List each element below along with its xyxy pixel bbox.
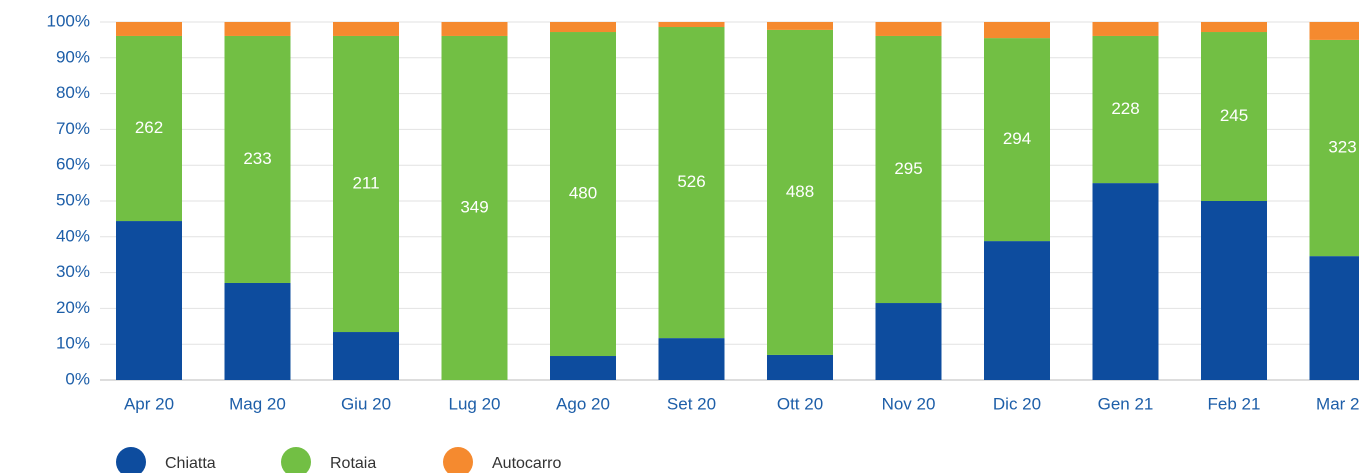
bar-label: 480	[569, 184, 597, 203]
bar-segment	[333, 332, 399, 380]
bar-segment	[116, 221, 182, 380]
bar-label: 233	[243, 149, 271, 168]
y-tick-label: 60%	[56, 155, 90, 174]
bar-segment	[1309, 22, 1359, 40]
y-tick-label: 70%	[56, 119, 90, 138]
bar-label: 488	[786, 182, 814, 201]
bar-label: 294	[1003, 129, 1031, 148]
bar-segment	[984, 241, 1050, 380]
bar-segment	[1201, 22, 1267, 33]
bar-segment	[441, 35, 508, 380]
bar-segment	[1092, 183, 1159, 380]
x-tick-label: Ott 20	[777, 394, 823, 413]
y-tick-label: 20%	[56, 298, 90, 317]
y-tick-label: 10%	[56, 334, 90, 353]
bar-segment	[550, 22, 616, 33]
legend-swatch	[443, 447, 473, 473]
x-tick-label: Feb 21	[1208, 394, 1261, 413]
bar-segment	[224, 35, 291, 283]
legend-swatch	[281, 447, 311, 473]
bar-segment	[875, 22, 942, 36]
bar-segment	[116, 35, 182, 222]
bar-label: 262	[135, 118, 163, 137]
bar-segment	[333, 22, 399, 36]
y-tick-label: 100%	[47, 11, 90, 30]
bar-segment	[224, 282, 291, 380]
bar-segment	[1201, 32, 1267, 201]
bar-label: 295	[894, 159, 922, 178]
bar-segment	[1201, 201, 1267, 380]
legend-label: Autocarro	[492, 455, 561, 472]
y-tick-label: 30%	[56, 262, 90, 281]
bar-label: 349	[460, 197, 488, 216]
legend-label: Rotaia	[330, 455, 376, 472]
bar-segment	[550, 356, 616, 380]
x-tick-label: Dic 20	[993, 394, 1041, 413]
bar-segment	[767, 22, 833, 30]
bar-label: 211	[352, 173, 379, 192]
x-tick-label: Ago 20	[556, 394, 610, 413]
bar-segment	[658, 22, 725, 28]
bar-label: 245	[1220, 106, 1248, 125]
bar-segment	[875, 303, 942, 380]
y-tick-label: 50%	[56, 190, 90, 209]
bar-segment	[333, 35, 399, 333]
bar-segment	[767, 354, 833, 380]
y-tick-label: 40%	[56, 226, 90, 245]
x-tick-label: Nov 20	[882, 394, 936, 413]
x-tick-label: Mag 20	[229, 394, 286, 413]
bar-segment	[1309, 39, 1359, 257]
x-tick-label: Giu 20	[341, 394, 391, 413]
x-tick-label: Set 20	[667, 394, 716, 413]
bar-label: 323	[1328, 138, 1356, 157]
bar-segment	[224, 22, 291, 36]
bar-segment	[1309, 256, 1359, 380]
x-tick-label: Gen 21	[1098, 394, 1154, 413]
bar-label: 526	[677, 172, 705, 191]
y-tick-label: 80%	[56, 83, 90, 102]
bar-segment	[875, 35, 942, 304]
bar-segment	[767, 29, 833, 355]
x-tick-label: Apr 20	[124, 394, 174, 413]
bar-segment	[116, 22, 182, 36]
legend-label: Chiatta	[165, 455, 216, 472]
bar-segment	[984, 38, 1050, 242]
bar-segment	[658, 338, 725, 380]
y-tick-label: 90%	[56, 47, 90, 66]
bar-segment	[984, 22, 1050, 39]
bar-segment	[1092, 35, 1159, 184]
x-tick-label: Mar 21	[1316, 394, 1359, 413]
x-tick-label: Lug 20	[449, 394, 501, 413]
bar-segment	[441, 22, 508, 36]
bar-segment	[1092, 22, 1159, 36]
bar-label: 228	[1111, 99, 1139, 118]
legend-swatch	[116, 447, 146, 473]
y-tick-label: 0%	[65, 369, 90, 388]
bar-segment	[550, 32, 616, 357]
bar-segment	[658, 27, 725, 339]
